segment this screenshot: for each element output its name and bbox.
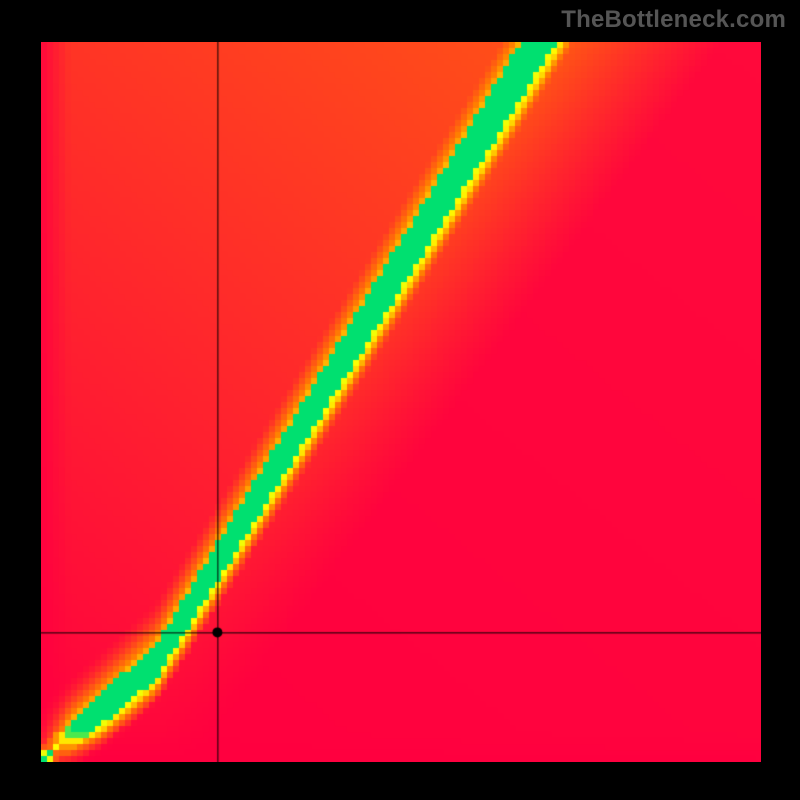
watermark-text: TheBottleneck.com — [561, 6, 786, 34]
bottleneck-heatmap — [41, 42, 761, 762]
chart-container: TheBottleneck.com — [0, 0, 800, 800]
